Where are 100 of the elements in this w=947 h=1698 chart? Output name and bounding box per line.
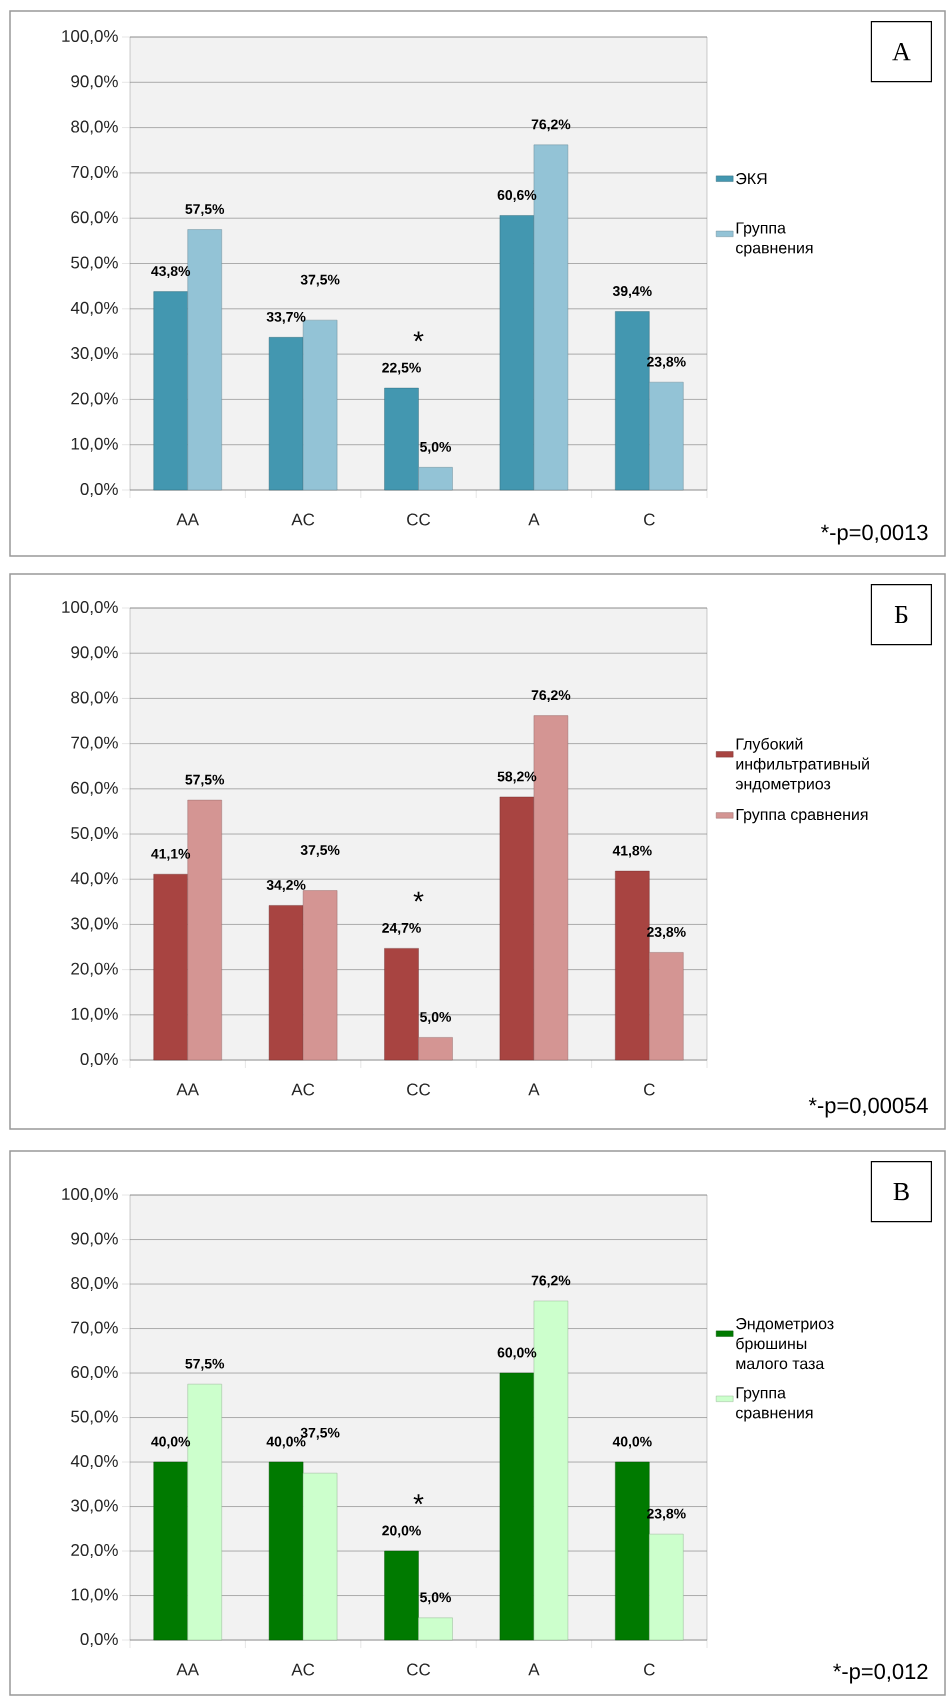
data-label: 33,7% — [266, 311, 306, 324]
legend-label: Группа сравнения — [736, 1387, 813, 1422]
bar — [499, 1372, 535, 1641]
y-tick-label: 50,0% — [71, 256, 118, 271]
x-tick-label: AA — [176, 1083, 199, 1096]
y-tick-label: 20,0% — [71, 392, 118, 407]
data-label: 24,7% — [382, 922, 421, 935]
y-tick-label: 0,0% — [80, 483, 118, 498]
bar — [384, 948, 419, 1061]
bar — [649, 1533, 684, 1641]
legend-label: Глубокий инфильтративный эндометриоз — [735, 737, 869, 793]
y-tick-label: 70,0% — [71, 165, 118, 180]
data-label: 40,0% — [151, 1436, 191, 1449]
data-label: 57,5% — [185, 1358, 225, 1371]
data-label: 34,2% — [266, 880, 306, 892]
y-tick-label: 90,0% — [71, 75, 118, 90]
y-tick-label: 0,0% — [80, 1633, 118, 1648]
data-label: 41,8% — [612, 845, 652, 858]
y-tick-label: 50,0% — [71, 1410, 118, 1425]
x-tick-label: A — [528, 1083, 540, 1096]
y-tick-label: 10,0% — [71, 1588, 118, 1603]
bar — [153, 1461, 188, 1641]
bar — [418, 1617, 453, 1641]
bar — [153, 291, 188, 491]
x-tick-label: AC — [291, 1663, 315, 1676]
y-tick-label: 30,0% — [71, 917, 118, 932]
legend-label: Эндометриоз брюшины малого таза — [736, 1318, 834, 1370]
bar — [302, 1472, 338, 1641]
x-tick-label: C — [644, 1083, 655, 1096]
y-tick-label: 60,0% — [71, 781, 118, 796]
text: *-p=0,00054 — [808, 1097, 928, 1118]
y-tick-label: 10,0% — [71, 437, 118, 452]
y-tick-label: 80,0% — [71, 120, 118, 135]
y-tick-label: 40,0% — [70, 301, 118, 316]
data-label: 39,4% — [612, 286, 652, 298]
text: *-p=0,0013 — [820, 524, 928, 545]
bar — [418, 467, 453, 491]
x-tick-label: C — [644, 513, 655, 526]
y-tick-label: 0,0% — [80, 1053, 118, 1068]
data-label: 43,8% — [151, 266, 191, 279]
x-tick-label: CC — [407, 1083, 431, 1096]
x-tick-label: CC — [407, 513, 431, 526]
data-label: 76,2% — [531, 690, 571, 703]
y-tick-label: 100,0% — [62, 1188, 118, 1203]
annotation: * — [413, 1494, 424, 1505]
data-label: 40,0% — [612, 1436, 652, 1449]
y-tick-label: 20,0% — [71, 1544, 118, 1559]
data-label: 5,0% — [420, 1592, 452, 1605]
data-label: 41,1% — [151, 848, 191, 861]
x-tick-label: AC — [291, 1083, 315, 1096]
data-label: 60,0% — [497, 1347, 537, 1360]
data-label: 22,5% — [382, 362, 421, 375]
legend-label: ЭКЯ — [736, 172, 767, 185]
y-tick-label: 80,0% — [71, 1277, 118, 1292]
y-tick-label: 90,0% — [71, 646, 118, 661]
data-label: 58,2% — [497, 771, 537, 784]
y-tick-label: 90,0% — [71, 1232, 118, 1247]
annotation: * — [413, 891, 424, 902]
x-tick-label: AC — [291, 513, 315, 526]
bar — [268, 337, 304, 491]
data-label: 60,6% — [497, 190, 537, 202]
y-tick-label: 40,0% — [70, 1455, 118, 1470]
y-tick-label: 30,0% — [71, 347, 118, 362]
bar — [499, 215, 535, 491]
data-label: 76,2% — [531, 1275, 571, 1288]
x-tick-label: AA — [176, 1663, 199, 1676]
y-tick-label: 30,0% — [71, 1499, 118, 1514]
bar — [268, 905, 304, 1061]
text: В — [893, 1183, 909, 1201]
y-tick-label: 80,0% — [71, 691, 118, 706]
y-tick-label: 60,0% — [71, 211, 118, 226]
bar — [153, 874, 188, 1061]
bar — [499, 796, 535, 1061]
y-tick-label: 50,0% — [71, 827, 118, 842]
x-tick-label: AA — [176, 513, 199, 526]
data-label: 76,2% — [531, 119, 571, 132]
data-label: 57,5% — [185, 774, 225, 787]
text: Б — [894, 606, 908, 624]
bar — [649, 952, 684, 1061]
bar — [649, 382, 684, 491]
y-tick-label: 100,0% — [62, 30, 118, 44]
y-tick-label: 40,0% — [70, 872, 118, 887]
x-tick-label: CC — [407, 1663, 431, 1676]
bar — [302, 890, 338, 1061]
data-label: 5,0% — [420, 441, 452, 454]
data-label: 20,0% — [382, 1525, 421, 1538]
y-tick-label: 10,0% — [71, 1007, 118, 1022]
y-tick-label: 20,0% — [71, 962, 118, 977]
legend-label: Группа сравнения — [736, 808, 868, 824]
data-label: 5,0% — [420, 1012, 452, 1024]
data-label: 57,5% — [185, 204, 225, 217]
y-tick-label: 100,0% — [62, 601, 118, 616]
y-tick-label: 70,0% — [71, 1321, 118, 1336]
y-tick-label: 70,0% — [71, 736, 118, 751]
x-tick-label: C — [644, 1663, 655, 1676]
bar — [384, 1550, 419, 1641]
data-label: 37,5% — [300, 274, 340, 287]
x-tick-label: A — [528, 513, 540, 526]
legend-label: Группа сравнения — [736, 222, 813, 257]
bar — [268, 1461, 304, 1641]
